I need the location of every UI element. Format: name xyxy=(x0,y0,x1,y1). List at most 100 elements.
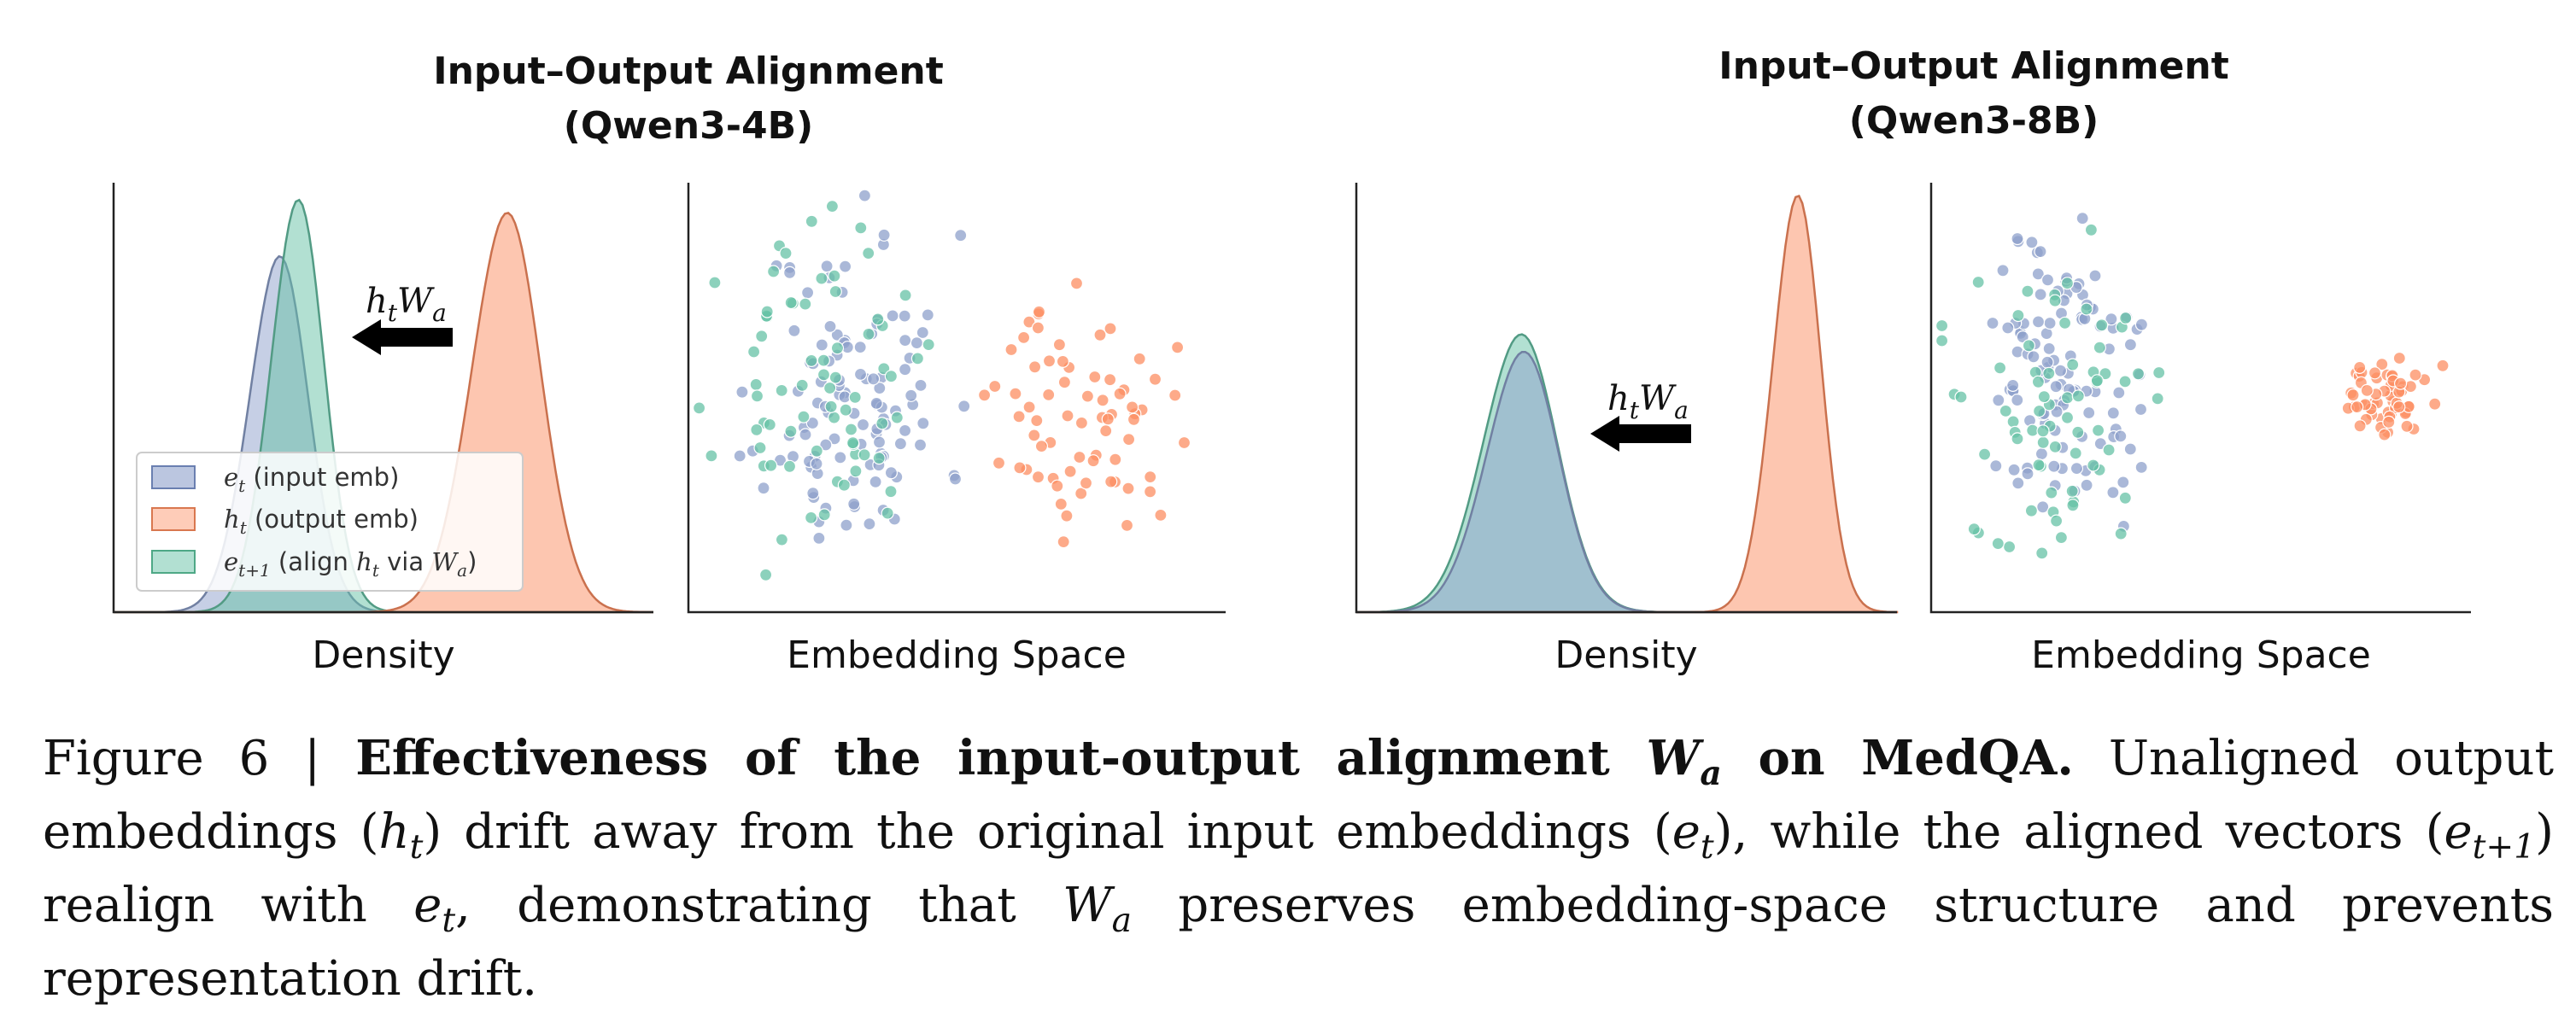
scatter-point-0 xyxy=(800,286,815,300)
scatter-point-2 xyxy=(1125,400,1139,414)
scatter-point-1 xyxy=(2054,530,2068,545)
legend-swatch-aligned xyxy=(151,550,196,574)
scatter-point-2 xyxy=(1099,424,1113,438)
scatter-point-1 xyxy=(2060,411,2075,424)
legend-entry-input: et (input emb) xyxy=(224,463,399,496)
scatter-point-2 xyxy=(1103,373,1117,387)
left-arrow-label: htWa xyxy=(366,282,447,327)
figure-caption: Figure 6 | Effectiveness of the input-ou… xyxy=(43,730,2555,1007)
scatter-point-0 xyxy=(873,382,887,395)
scatter-point-2 xyxy=(1022,400,1036,414)
scatter-point-1 xyxy=(2021,284,2034,298)
scatter-point-0 xyxy=(2116,476,2130,489)
axes-lines xyxy=(112,183,2471,614)
scatter-point-1 xyxy=(2065,484,2079,498)
scatter-point-1 xyxy=(2071,425,2085,439)
scatter-point-0 xyxy=(899,334,912,347)
scatter-point-2 xyxy=(988,379,1002,394)
scatter-point-1 xyxy=(795,378,809,392)
scatter-point-1 xyxy=(2037,390,2051,404)
scatter-point-2 xyxy=(1057,376,1072,389)
scatter-point-0 xyxy=(2007,463,2021,476)
scatter-point-2 xyxy=(1168,388,1182,402)
scatter-point-2 xyxy=(2368,366,2382,380)
scatter-point-2 xyxy=(1027,360,1042,374)
scatter-point-1 xyxy=(871,312,885,326)
scatter-point-0 xyxy=(2053,364,2068,377)
scatter-point-2 xyxy=(1079,476,1093,490)
scatter-point-0 xyxy=(866,372,881,386)
scatter-point-1 xyxy=(749,377,763,391)
scatter-point-2 xyxy=(1104,475,1118,488)
scatter-point-0 xyxy=(916,325,929,340)
scatter-point-1 xyxy=(1991,536,2005,551)
scatter-point-1 xyxy=(854,221,868,235)
scatter-point-1 xyxy=(1967,522,1981,536)
scatter-point-2 xyxy=(1088,370,1102,384)
right-density-xlabel: Density xyxy=(1554,634,1697,677)
scatter-point-2 xyxy=(2400,419,2414,433)
legend-entry-output: ht (output emb) xyxy=(224,505,419,538)
scatter-point-1 xyxy=(755,330,769,343)
left-scatter-plot xyxy=(692,189,1191,581)
scatter-point-0 xyxy=(2006,378,2020,392)
scatter-point-1 xyxy=(2102,443,2116,457)
scatter-point-0 xyxy=(782,266,797,279)
scatter-point-1 xyxy=(2035,546,2049,560)
scatter-point-0 xyxy=(757,482,770,495)
scatter-point-1 xyxy=(2048,294,2062,307)
scatter-point-1 xyxy=(760,305,774,318)
scatter-point-1 xyxy=(837,478,852,492)
scatter-point-1 xyxy=(753,441,767,455)
scatter-point-0 xyxy=(823,319,837,333)
scatter-point-0 xyxy=(893,437,908,451)
scatter-point-1 xyxy=(782,459,797,473)
scatter-point-1 xyxy=(2095,318,2109,332)
scatter-point-2 xyxy=(1121,482,1135,495)
scatter-point-2 xyxy=(1133,352,1146,365)
scatter-point-0 xyxy=(2047,459,2061,473)
scatter-point-0 xyxy=(2042,342,2056,355)
scatter-point-0 xyxy=(853,367,868,381)
scatter-point-1 xyxy=(830,342,845,355)
scatter-point-2 xyxy=(1030,414,1044,428)
scatter-point-2 xyxy=(1054,497,1068,511)
scatter-point-0 xyxy=(858,189,872,202)
right-density-axes xyxy=(1355,183,1897,614)
scatter-point-2 xyxy=(2353,360,2367,374)
scatter-point-0 xyxy=(733,449,746,463)
scatter-point-2 xyxy=(1121,432,1136,447)
scatter-point-0 xyxy=(921,308,934,322)
scatter-point-2 xyxy=(2392,351,2406,365)
scatter-point-1 xyxy=(804,511,818,525)
scatter-point-0 xyxy=(815,338,828,352)
scatter-point-0 xyxy=(2088,269,2102,283)
scatter-point-2 xyxy=(1093,328,1107,342)
scatter-point-0 xyxy=(2031,267,2045,281)
scatter-point-2 xyxy=(1177,435,1191,450)
scatter-point-2 xyxy=(1009,387,1022,400)
scatter-point-2 xyxy=(1016,330,1031,344)
scatter-point-1 xyxy=(2066,499,2080,512)
right-scatter-axes xyxy=(1929,183,2471,614)
scatter-point-0 xyxy=(812,531,826,546)
left-arrow-shaft xyxy=(374,328,453,347)
scatter-point-2 xyxy=(1144,470,1157,484)
scatter-point-1 xyxy=(862,327,875,341)
scatter-point-2 xyxy=(1022,315,1036,329)
scatter-point-0 xyxy=(856,417,870,432)
scatter-point-1 xyxy=(2058,316,2072,330)
scatter-point-2 xyxy=(1061,409,1074,423)
scatter-point-2 xyxy=(1051,479,1064,493)
scatter-point-1 xyxy=(1999,404,2012,417)
scatter-point-0 xyxy=(2105,312,2118,326)
scatter-point-0 xyxy=(735,385,749,399)
scatter-point-1 xyxy=(846,436,860,450)
scatter-point-1 xyxy=(746,345,761,359)
scatter-point-1 xyxy=(2114,527,2128,540)
scatter-point-0 xyxy=(2040,355,2054,369)
scatter-point-2 xyxy=(1101,412,1115,426)
scatter-point-1 xyxy=(875,417,889,430)
scatter-point-0 xyxy=(898,423,912,437)
scatter-point-1 xyxy=(815,272,828,285)
